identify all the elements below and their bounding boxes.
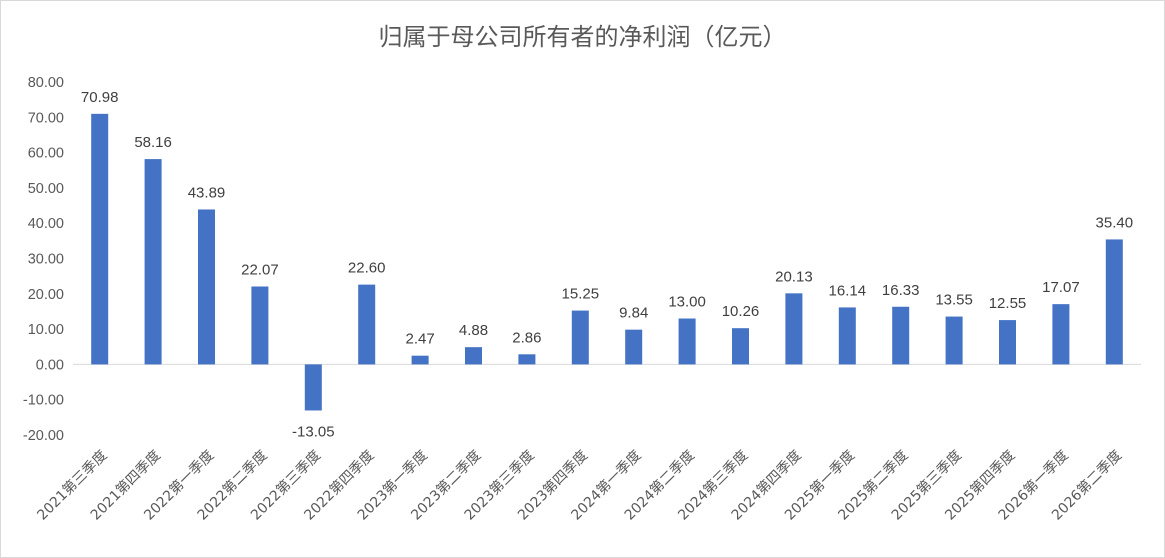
data-label: 4.88 <box>459 322 488 339</box>
bar <box>838 307 856 365</box>
data-label: 20.13 <box>775 268 813 285</box>
bar <box>892 306 910 365</box>
bar <box>411 355 429 365</box>
bar <box>304 364 322 411</box>
data-label: 35.40 <box>1096 214 1134 231</box>
bar <box>251 286 269 365</box>
y-tick-label: 0.00 <box>36 357 64 373</box>
bar <box>1105 239 1123 365</box>
bar <box>999 320 1016 365</box>
bar <box>1052 304 1070 365</box>
data-label: 13.00 <box>668 294 706 311</box>
data-label: 10.26 <box>722 303 760 320</box>
data-label: 58.16 <box>134 134 172 151</box>
data-label: 2.86 <box>512 329 541 346</box>
bar <box>785 293 803 365</box>
bar <box>518 354 536 365</box>
data-label: 9.84 <box>619 305 648 322</box>
data-label: 43.89 <box>188 184 226 201</box>
y-tick-label: 50.00 <box>28 181 64 197</box>
bar <box>198 209 215 365</box>
data-label: 16.14 <box>829 282 867 299</box>
data-label: 16.33 <box>882 282 920 299</box>
data-label: 13.55 <box>935 292 973 309</box>
y-tick-label: 60.00 <box>28 146 64 162</box>
data-label: 2.47 <box>405 331 434 348</box>
bar <box>625 329 643 365</box>
bar <box>732 328 749 365</box>
bar <box>465 347 482 365</box>
y-tick-label: 30.00 <box>28 252 64 268</box>
bar <box>144 159 162 365</box>
y-tick-label: 20.00 <box>28 287 64 303</box>
chart-title: 归属于母公司所有者的净利润（亿元） <box>378 23 787 51</box>
data-label: 22.07 <box>241 261 279 278</box>
y-tick-label: 10.00 <box>28 322 64 338</box>
y-tick-label: -20.00 <box>23 428 64 444</box>
bar <box>945 316 963 365</box>
data-label: 12.55 <box>989 295 1027 312</box>
y-tick-label: 70.00 <box>28 110 64 126</box>
data-label: 70.98 <box>81 89 119 106</box>
data-label: 15.25 <box>562 286 600 303</box>
bar <box>678 318 696 365</box>
data-label: -13.05 <box>292 423 335 440</box>
data-label: 22.60 <box>348 260 386 277</box>
bar <box>358 284 376 365</box>
y-tick-label: -10.00 <box>23 393 64 409</box>
data-label: 17.07 <box>1042 279 1080 296</box>
y-tick-label: 40.00 <box>28 216 64 232</box>
bar <box>571 310 589 365</box>
bar <box>91 113 109 365</box>
y-tick-label: 80.00 <box>28 75 64 91</box>
